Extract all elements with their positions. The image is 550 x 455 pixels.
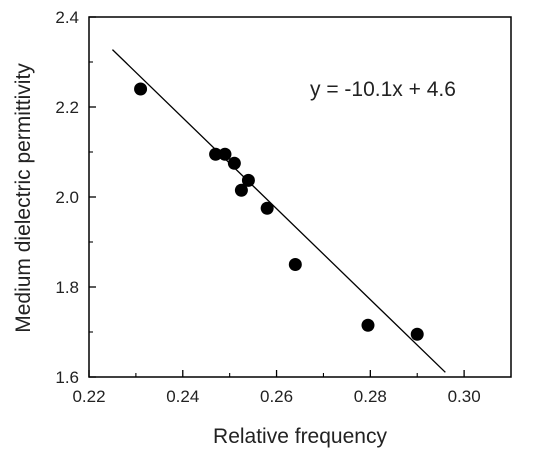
plot-frame [88,16,512,378]
y-tick-label: 1.8 [55,278,79,297]
equation-annotation: y = -10.1x + 4.6 [310,78,456,101]
data-point [234,183,248,197]
data-point [227,156,241,170]
data-points [134,82,424,341]
data-point [241,173,255,187]
x-tick-label: 0.26 [260,387,293,406]
y-tick-label: 1.6 [55,368,79,387]
data-point [134,82,148,96]
data-point [288,258,302,271]
y-tick-label: 2.0 [55,188,79,207]
y-axis-label: Medium dielectric permittivity [12,63,35,333]
x-tick-label: 0.22 [72,387,105,406]
x-axis-label: Relative frequency [213,425,387,448]
data-point [361,318,375,332]
x-tick-label: 0.24 [166,387,199,406]
data-point [218,147,232,161]
data-point [260,201,274,215]
x-tick-label: 0.28 [354,387,387,406]
data-point [209,147,223,161]
y-tick-label: 2.4 [55,8,79,27]
tick-group: 0.22 0.24 0.26 0.28 0.30 1.6 1.8 2.0 2.2 2.4 [55,8,480,406]
regression-line [111,49,446,373]
data-point [410,327,424,341]
x-tick-label: 0.30 [448,387,481,406]
y-tick-label: 2.2 [55,98,79,117]
